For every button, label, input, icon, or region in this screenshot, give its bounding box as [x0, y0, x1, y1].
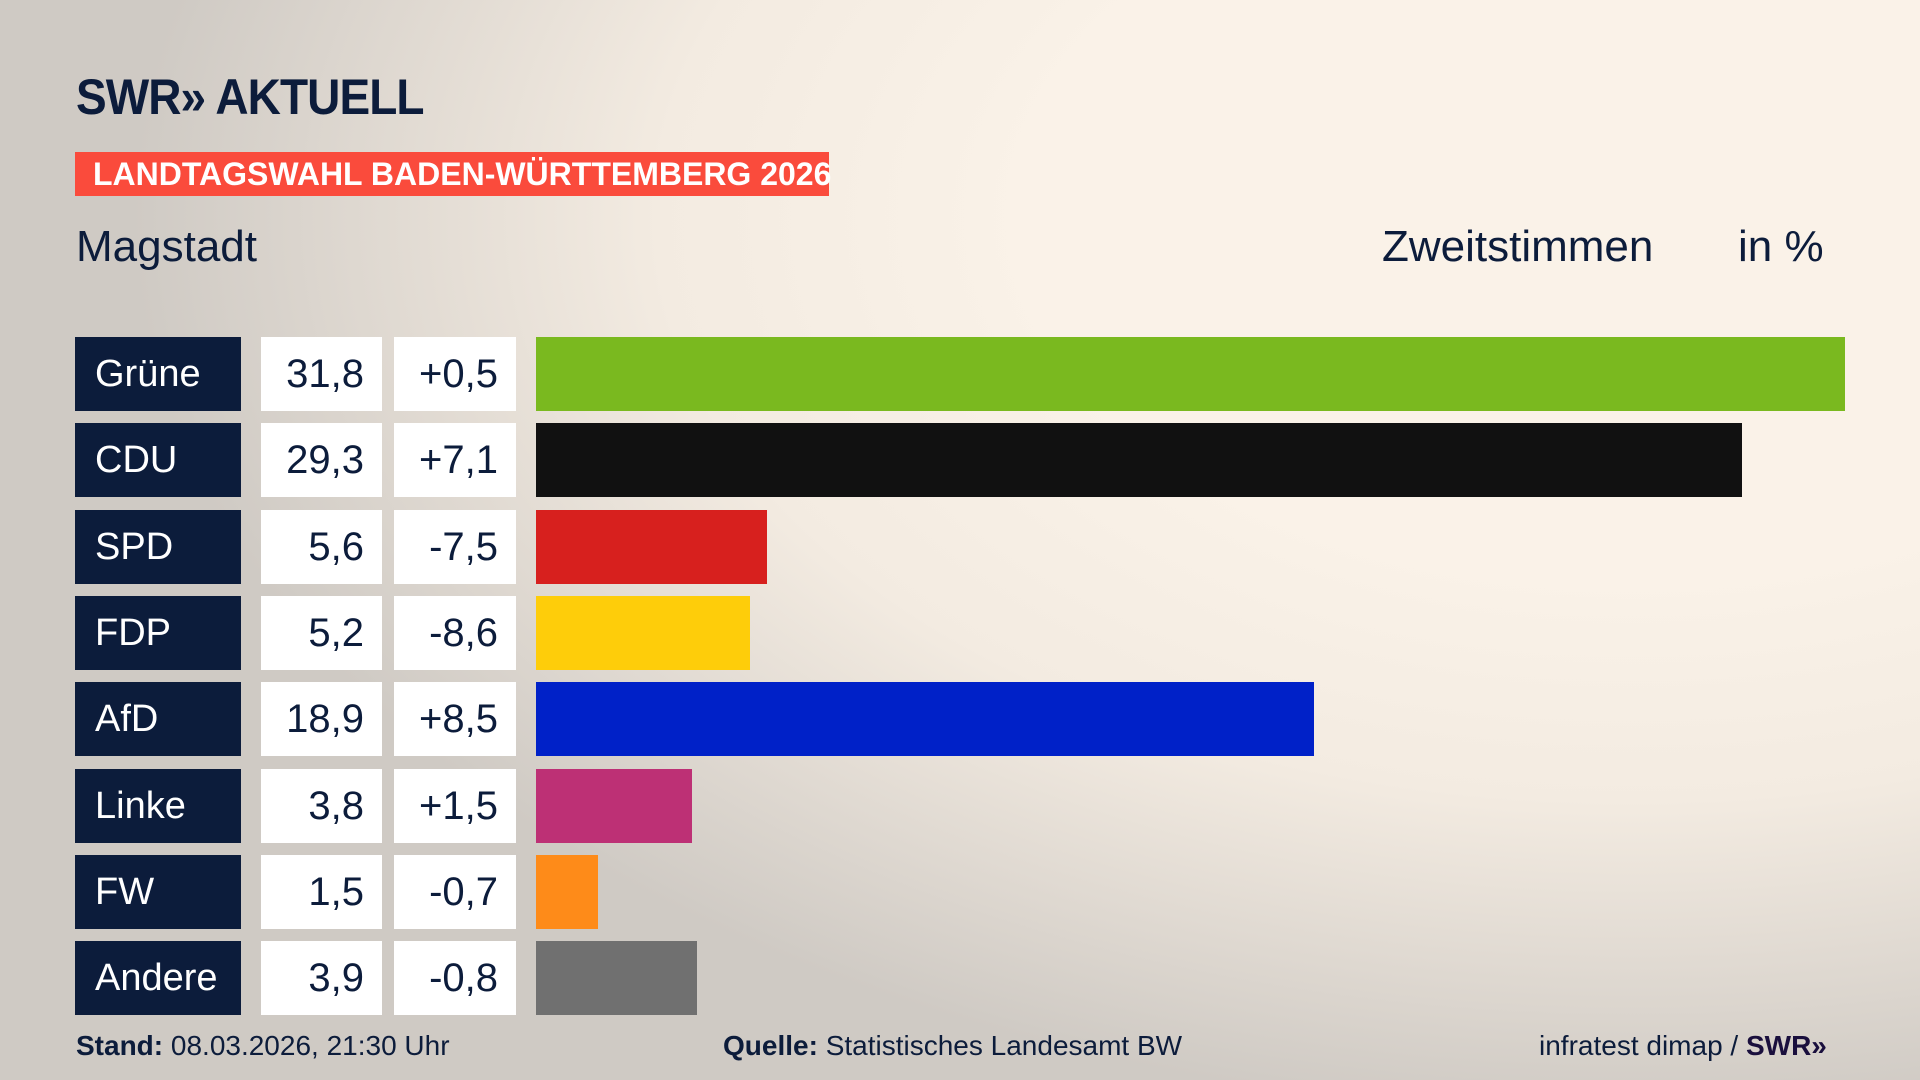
election-banner: LANDTAGSWAHL BADEN-WÜRTTEMBERG 2026: [75, 152, 831, 196]
bar: [536, 768, 693, 843]
party-label: Andere: [75, 941, 241, 1016]
value-label: 3,9: [261, 941, 382, 1016]
metric-label: Zweitstimmen: [1382, 222, 1654, 271]
source-label: Quelle:: [723, 1030, 818, 1061]
party-label: FDP: [75, 595, 241, 670]
bar: [536, 337, 1845, 411]
timestamp: Stand: 08.03.2026, 21:30 Uhr: [76, 1030, 450, 1062]
party-label: CDU: [75, 423, 241, 498]
bar: [536, 423, 1743, 498]
party-label: FW: [75, 854, 241, 929]
diff-label: -7,5: [394, 509, 516, 584]
swr-aktuell-logo: SWR» AKTUELL: [76, 69, 424, 125]
bar: [536, 854, 598, 929]
diff-label: +8,5: [394, 682, 516, 757]
stand-value: 08.03.2026, 21:30 Uhr: [163, 1030, 450, 1061]
diff-label: -0,7: [394, 854, 516, 929]
value-label: 5,2: [261, 595, 382, 670]
diff-label: +1,5: [394, 768, 516, 843]
value-label: 1,5: [261, 854, 382, 929]
credit-text: infratest dimap /: [1539, 1030, 1746, 1061]
diff-label: +7,1: [394, 423, 516, 498]
diff-label: -0,8: [394, 941, 516, 1016]
bar: [536, 941, 697, 1016]
swr-logo: SWR»: [1745, 1030, 1827, 1061]
place-title: Magstadt: [76, 222, 257, 271]
bar: [536, 682, 1314, 757]
credit: infratest dimap / SWR»: [1539, 1030, 1827, 1062]
unit-label: in %: [1738, 222, 1824, 271]
bar: [536, 509, 767, 584]
bar: [536, 595, 751, 670]
value-label: 18,9: [261, 682, 382, 757]
party-label: AfD: [75, 682, 241, 757]
source-value: Statistisches Landesamt BW: [817, 1030, 1183, 1061]
value-label: 29,3: [261, 423, 382, 498]
diff-label: -8,6: [394, 595, 516, 670]
party-label: SPD: [75, 509, 241, 584]
diff-label: +0,5: [394, 337, 516, 411]
stand-label: Stand:: [76, 1030, 164, 1061]
source: Quelle: Statistisches Landesamt BW: [723, 1030, 1182, 1062]
party-label: Grüne: [75, 337, 241, 411]
value-label: 5,6: [261, 509, 382, 584]
value-label: 31,8: [261, 337, 382, 411]
party-label: Linke: [75, 768, 241, 843]
value-label: 3,8: [261, 768, 382, 843]
